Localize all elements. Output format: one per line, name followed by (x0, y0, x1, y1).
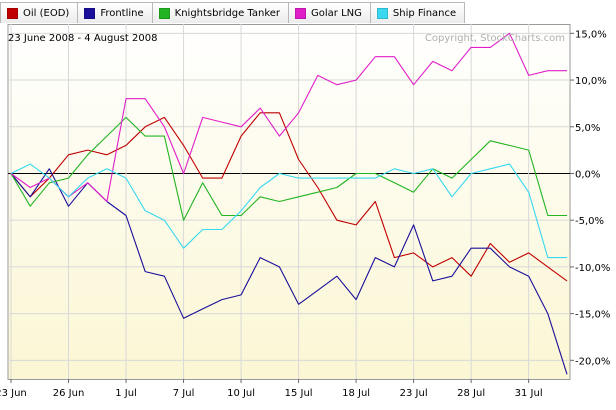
y-tick-label: 0,0% (575, 169, 600, 180)
knightsbridge-swatch-icon (158, 7, 170, 19)
performance-chart: 15,0% 10,0% 5,0% 0,0% -5,0% -10,0% -15,0% -20,0… (0, 24, 616, 410)
shipfinance-swatch-icon (376, 7, 388, 19)
series-line-4 (10, 163, 567, 259)
legend-tab-frontline[interactable]: Frontline (77, 2, 153, 23)
y-axis: 15,0% 10,0% 5,0% 0,0% -5,0% -10,0% -15,0% -20,0… (570, 29, 610, 367)
x-tick-label: 7 Jul (173, 388, 195, 399)
legend-label-shipfinance: Ship Finance (392, 7, 457, 19)
x-tick-label: 28 Jul (457, 388, 485, 399)
x-tick-label: 1 Jul (115, 388, 137, 399)
x-tick-label: 15 Jul (285, 388, 313, 399)
x-tick-label: 31 Jul (515, 388, 543, 399)
plot-area (7, 24, 571, 380)
y-tick-label: 5,0% (575, 123, 600, 134)
legend-tab-oil[interactable]: Oil (EOD) (0, 2, 79, 23)
grid (8, 24, 570, 379)
x-tick-label: 26 Jun (53, 388, 85, 399)
series-line-2 (10, 116, 567, 221)
x-axis: 23 Jun 26 Jun 1 Jul 7 Jul 10 Jul 15 Jul 18 Jul… (0, 379, 543, 399)
y-tick-label: -15,0% (575, 310, 610, 321)
x-tick-label: 10 Jul (227, 388, 255, 399)
legend-tabs: Oil (EOD) Frontline Knightsbridge Tanker… (0, 0, 466, 24)
legend-tab-shipfinance[interactable]: Ship Finance (369, 2, 466, 23)
frontline-swatch-icon (84, 7, 96, 19)
series-line-0 (10, 112, 568, 282)
copyright-text: Copyright, StockCharts.com (425, 33, 565, 44)
legend-tab-golar[interactable]: Golar LNG (288, 2, 371, 23)
legend-tab-knightsbridge[interactable]: Knightsbridge Tanker (151, 2, 290, 23)
legend-label-frontline: Frontline (100, 7, 144, 19)
y-tick-label: -20,0% (575, 356, 610, 367)
y-tick-label: -10,0% (575, 263, 610, 274)
y-tick-label: -5,0% (575, 216, 604, 227)
legend-label-oil: Oil (EOD) (23, 7, 70, 19)
date-range: 23 June 2008 - 4 August 2008 (8, 33, 157, 44)
legend-label-knightsbridge: Knightsbridge Tanker (174, 7, 281, 19)
series-lines (10, 32, 568, 375)
series-line-3 (10, 32, 567, 203)
legend-label-golar: Golar LNG (311, 7, 362, 19)
y-tick-label: 15,0% (575, 29, 607, 40)
x-tick-label: 23 Jun (0, 388, 27, 399)
x-tick-label: 23 Jul (400, 388, 428, 399)
x-tick-label: 18 Jul (342, 388, 370, 399)
golar-swatch-icon (295, 7, 307, 19)
oil-swatch-icon (7, 7, 18, 19)
y-tick-label: 10,0% (575, 76, 607, 87)
